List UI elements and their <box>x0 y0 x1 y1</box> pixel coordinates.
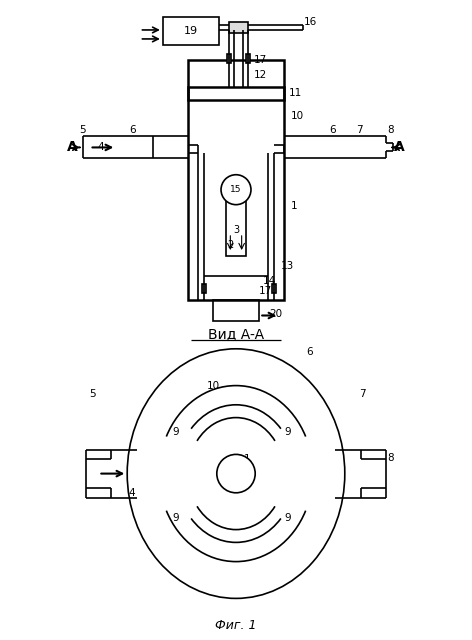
Circle shape <box>221 175 251 205</box>
Text: 17: 17 <box>254 55 268 65</box>
Text: 5: 5 <box>80 125 86 135</box>
Text: 14: 14 <box>262 276 276 286</box>
Bar <box>272 284 276 293</box>
Bar <box>226 195 246 256</box>
Text: 5: 5 <box>89 388 95 399</box>
Text: 4: 4 <box>129 488 135 498</box>
Text: 16: 16 <box>304 17 318 27</box>
Text: 3: 3 <box>233 225 239 235</box>
Text: 15: 15 <box>230 185 242 194</box>
Text: 10: 10 <box>291 111 304 122</box>
Bar <box>188 86 284 100</box>
Text: 6: 6 <box>306 347 313 357</box>
Text: 9: 9 <box>284 427 291 437</box>
Text: 6: 6 <box>129 125 136 135</box>
Bar <box>227 54 231 63</box>
Text: 1: 1 <box>244 454 251 464</box>
Text: 17: 17 <box>259 286 272 296</box>
Text: 9: 9 <box>284 513 291 524</box>
Bar <box>202 284 206 293</box>
Bar <box>229 22 248 33</box>
Bar <box>188 60 284 300</box>
Circle shape <box>217 454 255 493</box>
Text: 8: 8 <box>388 125 394 135</box>
Ellipse shape <box>127 349 345 598</box>
Text: 4: 4 <box>98 143 104 152</box>
Text: 8: 8 <box>387 452 394 463</box>
Text: A: A <box>395 140 405 154</box>
Text: A: A <box>67 140 77 154</box>
Text: 11: 11 <box>289 88 303 98</box>
Text: 7: 7 <box>359 388 366 399</box>
Text: 13: 13 <box>281 261 294 271</box>
Text: 1: 1 <box>291 202 297 211</box>
Text: 7: 7 <box>356 125 362 135</box>
Text: 19: 19 <box>184 26 198 36</box>
Bar <box>163 17 219 45</box>
Text: 9: 9 <box>172 427 178 437</box>
Text: 2: 2 <box>227 239 233 250</box>
Text: Вид A-A: Вид A-A <box>208 328 264 341</box>
Text: 6: 6 <box>329 125 336 135</box>
Text: 12: 12 <box>254 70 268 80</box>
Bar <box>213 300 259 321</box>
Text: 10: 10 <box>207 381 220 390</box>
Text: 20: 20 <box>270 310 282 319</box>
Text: 9: 9 <box>172 513 178 524</box>
Text: Фиг. 1: Фиг. 1 <box>215 619 257 632</box>
Bar <box>246 54 250 63</box>
